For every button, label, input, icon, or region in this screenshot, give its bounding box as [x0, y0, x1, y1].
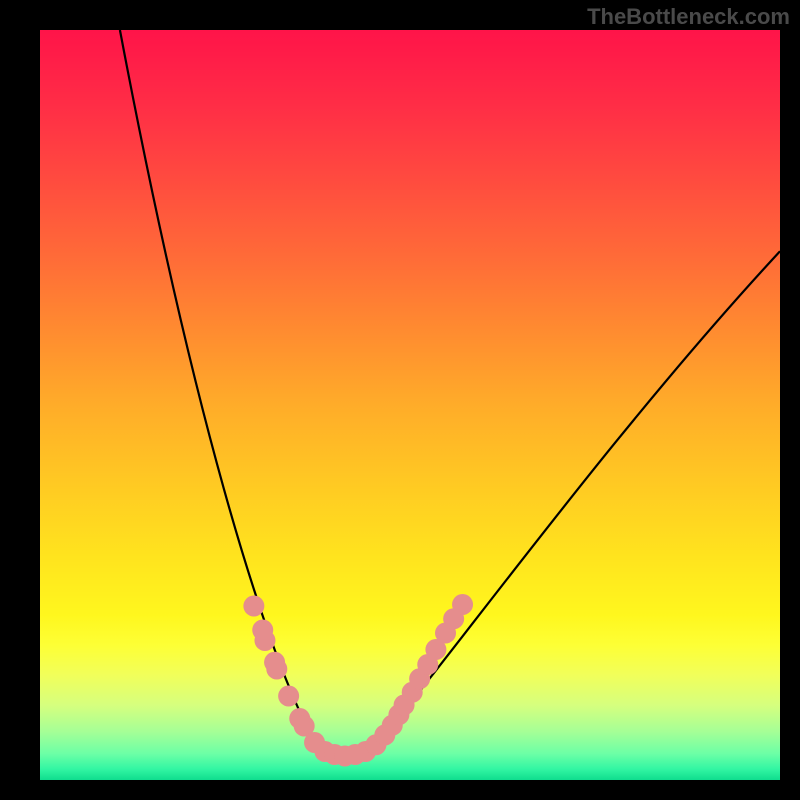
data-marker [254, 630, 275, 651]
data-marker [243, 596, 264, 617]
chart-root: TheBottleneck.com [0, 0, 800, 800]
data-marker [278, 686, 299, 707]
data-marker [266, 659, 287, 680]
watermark-text: TheBottleneck.com [587, 4, 790, 30]
bottleneck-curve [120, 30, 780, 756]
data-marker [452, 594, 473, 615]
curve-overlay [0, 0, 800, 800]
